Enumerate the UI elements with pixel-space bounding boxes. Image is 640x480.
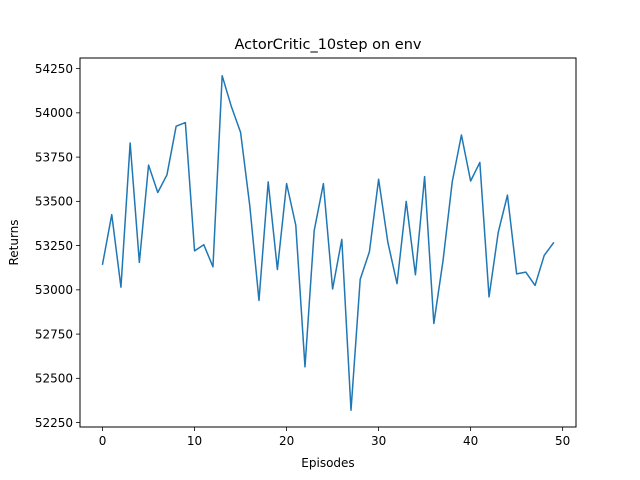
y-tick-label: 53750 [35,150,73,164]
y-tick-label: 53500 [35,195,73,209]
ticks-layer: 0 10 20 30 40 50 52250 52500 52750 53000 53250 5350… [35,62,570,448]
series-layer [101,74,555,411]
x-tick-label: 30 [371,434,386,448]
x-tick-label: 50 [555,434,570,448]
x-tick-label: 40 [463,434,478,448]
y-tick-label: 52750 [35,327,73,341]
y-tick-label: 54250 [35,62,73,76]
x-tick-label: 20 [279,434,294,448]
y-tick-label: 54000 [35,106,73,120]
chart-title: ActorCritic_10step on env [235,37,422,53]
x-tick-label: 0 [99,434,107,448]
x-tick-label: 10 [187,434,202,448]
returns-series-line [101,74,555,411]
x-axis-label: Episodes [301,456,354,470]
y-tick-label: 52250 [35,416,73,430]
y-tick-label: 53000 [35,283,73,297]
plot-area-frame [79,57,577,428]
y-axis-label: Returns [7,219,21,265]
y-tick-label: 53250 [35,239,73,253]
y-tick-label: 52500 [35,372,73,386]
